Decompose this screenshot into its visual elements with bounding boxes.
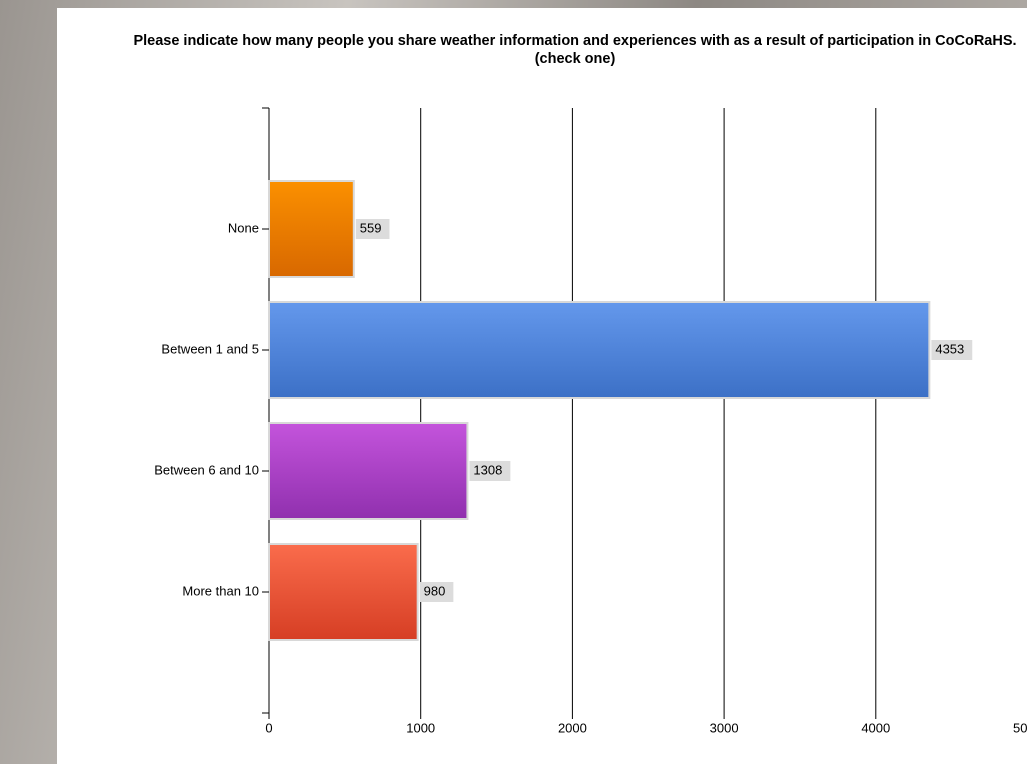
x-tick-label: 2000 — [558, 720, 587, 735]
value-label: 559 — [360, 220, 382, 235]
x-tick-label: 0 — [265, 720, 272, 735]
value-label-box — [469, 461, 511, 481]
bar — [268, 543, 419, 641]
value-label: 1308 — [473, 462, 502, 477]
value-label: 980 — [424, 583, 446, 598]
y-tick-label: Between 1 and 5 — [161, 341, 259, 356]
bar — [268, 422, 469, 520]
x-tick-label: 3000 — [710, 720, 739, 735]
value-label-box — [931, 340, 973, 360]
x-tick-label: 5000 — [1013, 720, 1027, 735]
value-label: 4353 — [935, 341, 964, 356]
x-tick-label: 4000 — [861, 720, 890, 735]
bar — [268, 180, 355, 278]
chart-title: Please indicate how many people you shar… — [133, 33, 1017, 67]
value-label-box — [355, 219, 390, 239]
y-tick-label: Between 6 and 10 — [154, 462, 259, 477]
value-label-box — [419, 582, 454, 602]
y-tick-label: More than 10 — [182, 583, 259, 598]
y-tick-label: None — [228, 220, 259, 235]
x-tick-label: 1000 — [406, 720, 435, 735]
bar — [268, 301, 931, 399]
